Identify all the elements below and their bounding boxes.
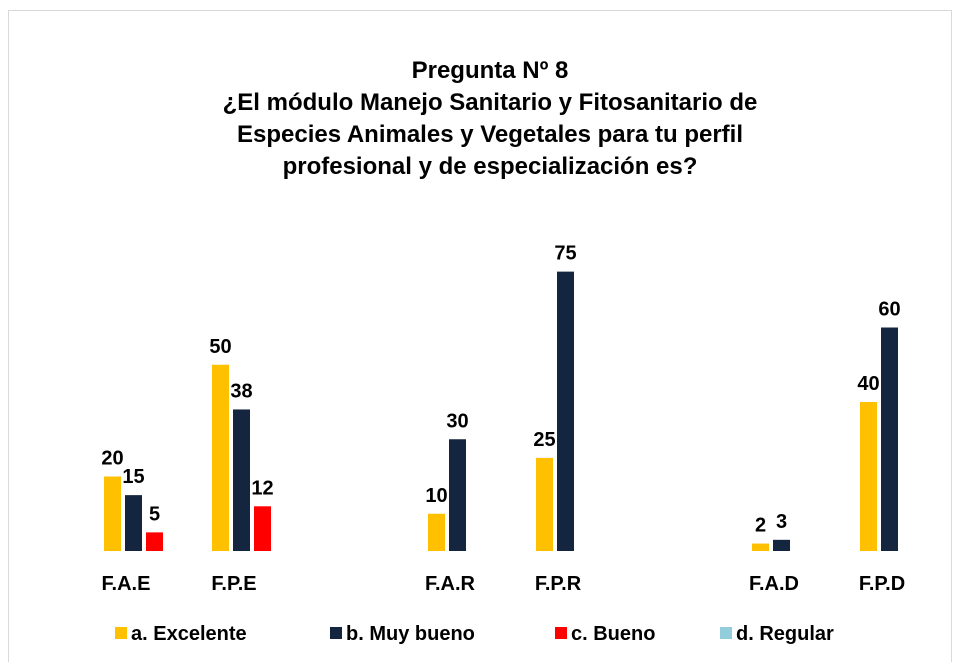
legend-label: b. Muy bueno [346,623,475,645]
x-tick-label: F.P.D [859,573,905,595]
bar [557,271,574,551]
chart-title: profesional y de especialización es? [283,153,698,180]
legend-label: d. Regular [736,623,834,645]
data-label: 38 [230,380,252,402]
data-label: 60 [878,299,900,321]
bar [254,506,271,551]
data-label: 25 [533,429,555,451]
bar [752,543,769,551]
legend-label: a. Excelente [131,623,247,645]
bar [104,476,121,551]
legend-label: c. Bueno [571,623,655,645]
data-label: 20 [101,448,123,470]
bar [773,539,790,551]
bar [125,495,142,551]
chart-frame [8,10,952,667]
bar [146,532,163,551]
bar [428,513,445,551]
data-label: 15 [122,466,144,488]
bar [536,457,553,551]
data-label: 10 [425,485,447,507]
data-label: 3 [776,511,787,533]
data-label: 5 [149,503,160,525]
bar [860,402,877,551]
data-label: 40 [857,373,879,395]
bar [233,409,250,551]
legend-swatch [720,627,732,639]
data-label: 2 [755,515,766,537]
x-tick-label: F.P.R [535,573,582,595]
data-label: 30 [446,410,468,432]
chart-title: Especies Animales y Vegetales para tu pe… [237,121,743,148]
legend-swatch [555,627,567,639]
x-tick-label: F.A.R [425,573,476,595]
bar [449,439,466,551]
x-tick-label: F.P.E [211,573,256,595]
chart-title: Pregunta Nº 8 [412,57,569,84]
bar [212,364,229,551]
x-tick-label: F.A.E [102,573,151,595]
x-tick-label: F.A.D [749,573,799,595]
data-label: 50 [209,336,231,358]
data-label: 75 [554,243,576,265]
data-label: 12 [251,477,273,499]
legend-swatch [115,627,127,639]
legend-swatch [330,627,342,639]
bar [881,327,898,551]
chart-title: ¿El módulo Manejo Sanitario y Fitosanita… [223,89,758,116]
